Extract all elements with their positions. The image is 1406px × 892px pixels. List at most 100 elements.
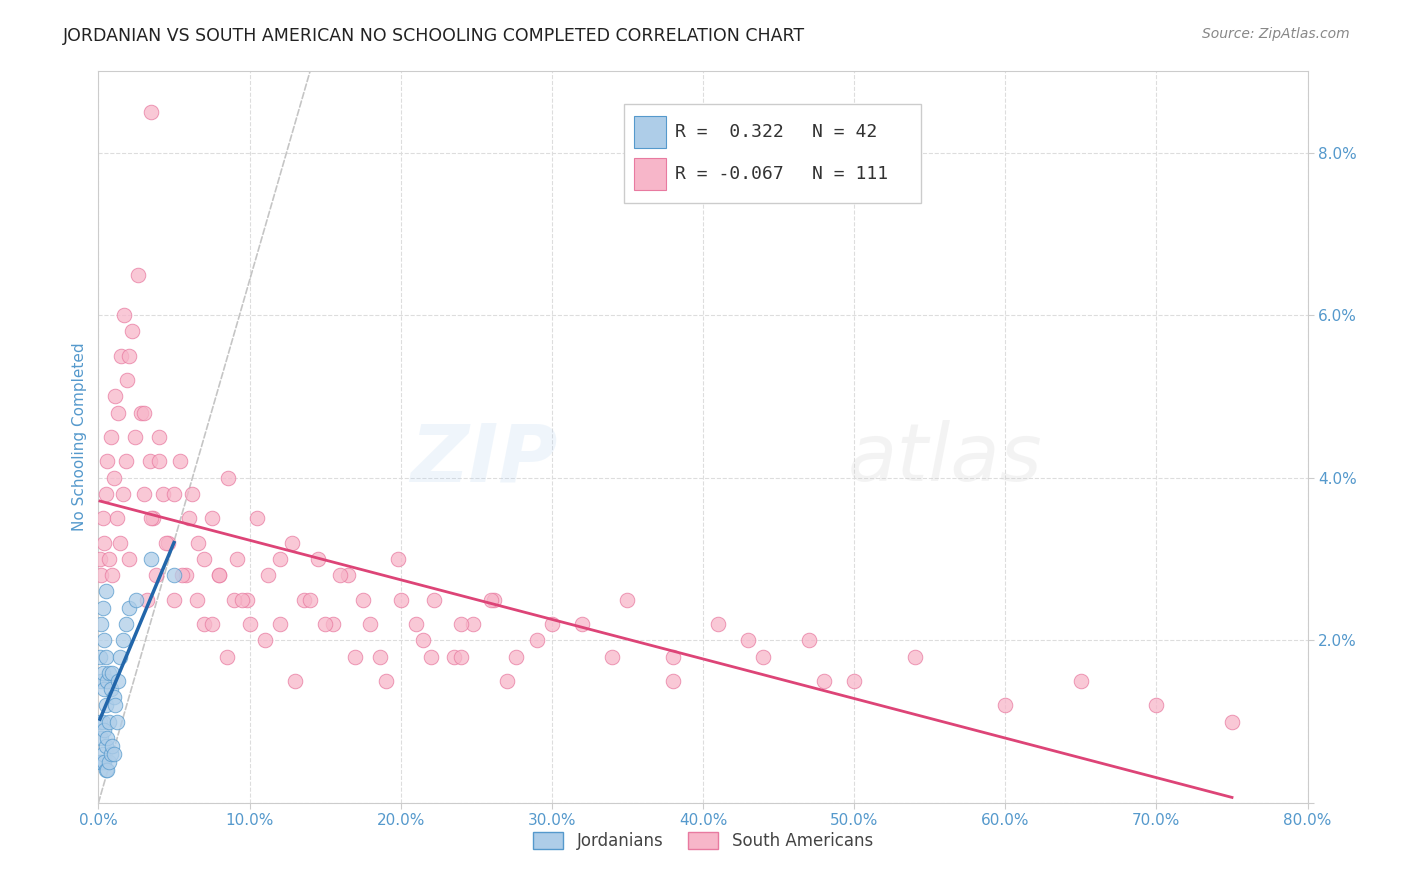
Point [463, 617, 485, 632]
Point [94, 764, 117, 778]
Point [752, 649, 775, 664]
Text: N = 111: N = 111 [811, 165, 889, 183]
Point [142, 511, 165, 525]
Point [111, 487, 134, 501]
Point [107, 406, 129, 420]
Point [269, 617, 291, 632]
Point [186, 592, 208, 607]
Point [94, 739, 117, 753]
Point [1070, 673, 1092, 688]
Point [616, 592, 638, 607]
Point [169, 454, 191, 468]
Point [93, 535, 115, 549]
Point [602, 649, 624, 664]
Point [1144, 698, 1167, 713]
Point [104, 698, 127, 713]
Point [152, 487, 174, 501]
Point [253, 633, 276, 648]
Point [101, 665, 124, 680]
Point [89, 714, 111, 729]
Point [450, 617, 472, 632]
Point [118, 552, 141, 566]
Point [148, 454, 170, 468]
Point [224, 592, 246, 607]
Point [217, 471, 239, 485]
Point [90, 568, 112, 582]
Point [91, 714, 114, 729]
Point [108, 649, 131, 664]
Point [94, 487, 117, 501]
Point [93, 723, 115, 737]
Point [104, 389, 127, 403]
Point [90, 673, 112, 688]
Point [115, 373, 138, 387]
Point [91, 665, 114, 680]
Point [101, 568, 124, 582]
Point [387, 552, 409, 566]
Point [94, 698, 117, 713]
Point [90, 731, 112, 745]
Point [374, 673, 396, 688]
Point [90, 617, 112, 632]
Point [208, 568, 231, 582]
Point [124, 430, 146, 444]
Point [103, 690, 125, 705]
Text: ZIP: ZIP [411, 420, 558, 498]
Point [108, 535, 131, 549]
Text: Source: ZipAtlas.com: Source: ZipAtlas.com [1202, 27, 1350, 41]
Point [420, 649, 443, 664]
Point [141, 105, 163, 120]
Point [284, 673, 307, 688]
Point [163, 487, 186, 501]
Point [135, 592, 157, 607]
Point [118, 600, 141, 615]
Point [443, 649, 465, 664]
Point [484, 592, 506, 607]
Point [179, 511, 201, 525]
Text: N = 42: N = 42 [811, 123, 877, 141]
Point [540, 617, 562, 632]
Point [170, 568, 193, 582]
Point [1220, 714, 1243, 729]
Point [187, 535, 209, 549]
Point [139, 454, 162, 468]
Point [281, 535, 304, 549]
Point [96, 454, 118, 468]
Point [96, 764, 118, 778]
Point [344, 649, 367, 664]
Point [105, 714, 128, 729]
Point [93, 633, 115, 648]
Point [100, 681, 122, 696]
Point [661, 649, 683, 664]
Point [299, 592, 322, 607]
Point [107, 673, 129, 688]
Point [100, 747, 122, 761]
Point [336, 568, 359, 582]
Point [737, 633, 759, 648]
Point [114, 454, 136, 468]
Point [141, 511, 163, 525]
Point [423, 592, 446, 607]
Point [145, 568, 167, 582]
Point [125, 592, 148, 607]
Point [571, 617, 593, 632]
Point [707, 617, 730, 632]
Point [352, 592, 374, 607]
Point [89, 649, 111, 664]
Point [89, 755, 111, 769]
Point [314, 617, 336, 632]
Point [661, 673, 683, 688]
Point [307, 552, 329, 566]
Point [111, 633, 134, 648]
Point [132, 406, 155, 420]
Point [193, 552, 215, 566]
Point [163, 568, 186, 582]
Point [181, 487, 204, 501]
Text: JORDANIAN VS SOUTH AMERICAN NO SCHOOLING COMPLETED CORRELATION CHART: JORDANIAN VS SOUTH AMERICAN NO SCHOOLING… [63, 27, 806, 45]
Point [148, 430, 170, 444]
Point [292, 592, 315, 607]
FancyBboxPatch shape [634, 116, 665, 148]
Y-axis label: No Schooling Completed: No Schooling Completed [72, 343, 87, 532]
Point [215, 649, 238, 664]
Text: atlas: atlas [848, 420, 1043, 498]
